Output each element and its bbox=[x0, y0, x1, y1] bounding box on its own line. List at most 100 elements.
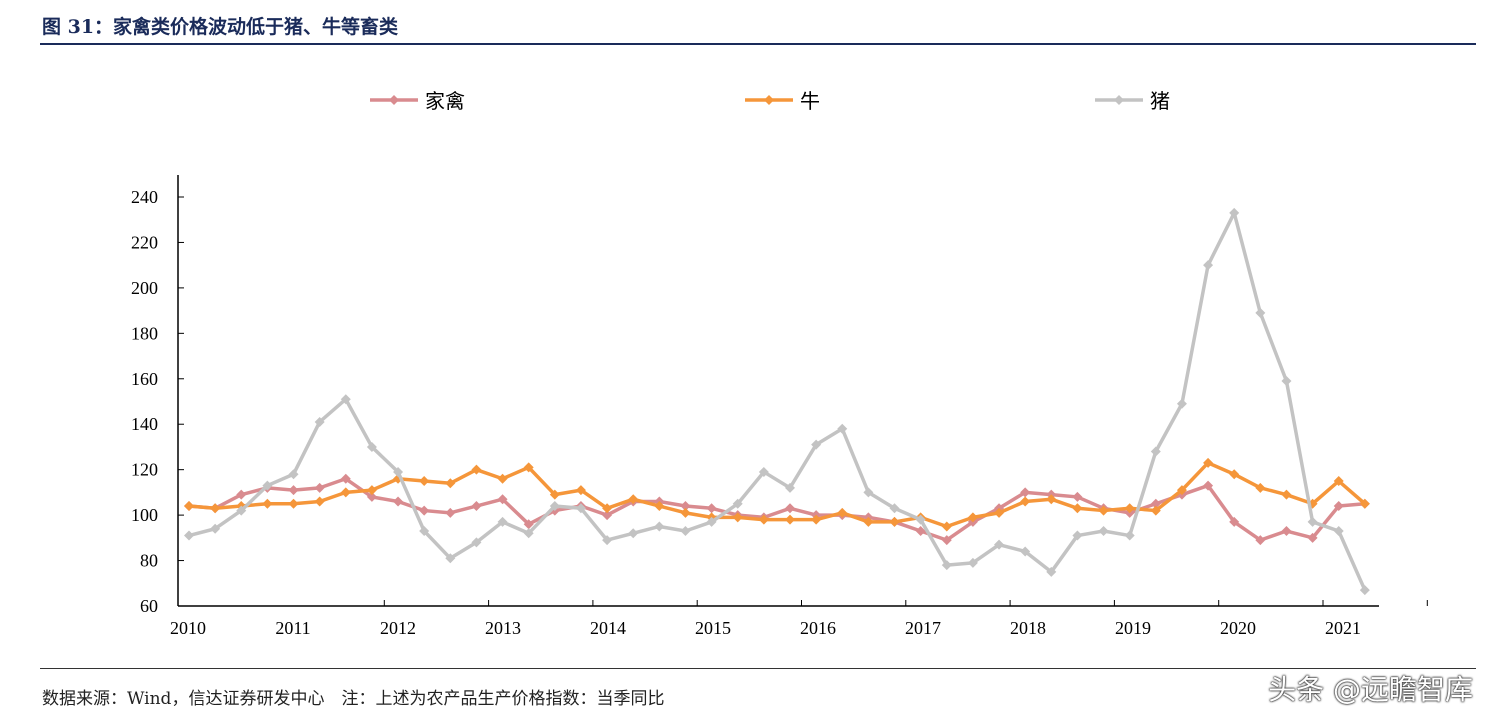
data-point bbox=[1072, 491, 1083, 502]
data-point bbox=[497, 494, 508, 505]
data-point bbox=[811, 439, 822, 450]
data-point bbox=[1124, 503, 1135, 514]
data-point bbox=[288, 498, 299, 509]
data-point bbox=[654, 501, 665, 512]
data-point bbox=[471, 537, 482, 548]
data-point bbox=[445, 507, 456, 518]
data-point bbox=[680, 501, 691, 512]
x-tick-label: 2018 bbox=[1010, 618, 1046, 638]
data-point bbox=[1333, 501, 1344, 512]
data-point bbox=[941, 521, 952, 532]
series-line bbox=[188, 477, 1366, 542]
data-point bbox=[602, 510, 613, 521]
data-point bbox=[994, 507, 1005, 518]
y-tick-label: 120 bbox=[131, 460, 158, 480]
data-point bbox=[706, 503, 717, 514]
data-point bbox=[1281, 376, 1292, 387]
figure-title: 图 31：家禽类价格波动低于猪、牛等畜类 bbox=[42, 16, 399, 38]
y-tick-label: 160 bbox=[131, 369, 158, 389]
data-point bbox=[628, 494, 639, 505]
data-point bbox=[628, 528, 639, 539]
data-point bbox=[1359, 498, 1370, 509]
data-point bbox=[1333, 526, 1344, 537]
data-point bbox=[732, 512, 743, 523]
data-point bbox=[1307, 532, 1318, 543]
data-point bbox=[184, 501, 194, 512]
data-point bbox=[419, 526, 430, 537]
data-point bbox=[236, 505, 247, 516]
data-point bbox=[1098, 505, 1109, 516]
data-point bbox=[549, 489, 560, 500]
data-point bbox=[837, 507, 848, 518]
data-point bbox=[288, 469, 299, 480]
series-2 bbox=[184, 207, 1370, 596]
data-point bbox=[262, 480, 273, 491]
data-point bbox=[575, 503, 586, 514]
y-tick-label: 100 bbox=[131, 505, 158, 525]
legend-marker-icon bbox=[1114, 95, 1124, 105]
legend-label: 牛 bbox=[800, 89, 820, 113]
data-point bbox=[1046, 494, 1057, 505]
title-divider bbox=[40, 43, 1476, 45]
data-point bbox=[236, 489, 247, 500]
data-point bbox=[523, 528, 534, 539]
data-point bbox=[680, 507, 691, 518]
data-point bbox=[393, 496, 404, 507]
data-point bbox=[915, 514, 926, 525]
data-point bbox=[1281, 526, 1292, 537]
data-point bbox=[366, 485, 377, 496]
x-tick-label: 2017 bbox=[905, 618, 941, 638]
data-point bbox=[706, 516, 717, 527]
data-point bbox=[784, 503, 795, 514]
y-tick-label: 200 bbox=[131, 278, 158, 298]
x-tick-label: 2019 bbox=[1115, 618, 1151, 638]
data-point bbox=[1072, 503, 1083, 514]
data-point bbox=[1098, 526, 1109, 537]
x-tick-label: 2021 bbox=[1325, 618, 1361, 638]
data-point bbox=[1203, 457, 1214, 468]
data-point bbox=[471, 501, 482, 512]
data-point bbox=[497, 516, 508, 527]
data-point bbox=[366, 441, 377, 452]
data-point bbox=[1124, 530, 1135, 541]
legend-marker-icon bbox=[389, 95, 399, 105]
data-point bbox=[1333, 476, 1344, 487]
legend-label: 家禽 bbox=[425, 89, 465, 113]
data-point bbox=[758, 466, 769, 477]
data-point bbox=[654, 521, 665, 532]
series-1 bbox=[184, 457, 1370, 532]
data-point bbox=[941, 535, 952, 546]
data-point bbox=[1229, 516, 1240, 527]
data-point bbox=[889, 516, 900, 527]
x-tick-label: 2012 bbox=[380, 618, 416, 638]
series-line bbox=[188, 211, 1367, 591]
data-point bbox=[1150, 498, 1161, 509]
data-point bbox=[1359, 585, 1370, 596]
data-point bbox=[340, 394, 351, 405]
data-point bbox=[889, 503, 900, 514]
x-tick-label: 2011 bbox=[275, 618, 310, 638]
data-point bbox=[602, 503, 613, 514]
watermark: 头条 @远瞻智库 bbox=[1268, 673, 1473, 706]
data-point bbox=[863, 516, 874, 527]
data-point bbox=[288, 485, 299, 496]
y-tick-label: 80 bbox=[140, 551, 158, 571]
footer-divider bbox=[40, 668, 1476, 669]
data-point bbox=[967, 557, 978, 568]
data-point bbox=[549, 501, 560, 512]
data-point bbox=[1203, 480, 1214, 491]
data-point bbox=[1229, 207, 1240, 218]
data-point bbox=[1020, 487, 1031, 498]
series-line bbox=[188, 461, 1366, 529]
data-point bbox=[967, 512, 978, 523]
data-point bbox=[915, 526, 926, 537]
data-point bbox=[1176, 398, 1187, 409]
data-point bbox=[314, 482, 325, 493]
x-tick-label: 2016 bbox=[800, 618, 836, 638]
data-point bbox=[1150, 446, 1161, 457]
data-point bbox=[184, 530, 194, 541]
data-point bbox=[1072, 530, 1083, 541]
data-point bbox=[523, 462, 534, 473]
